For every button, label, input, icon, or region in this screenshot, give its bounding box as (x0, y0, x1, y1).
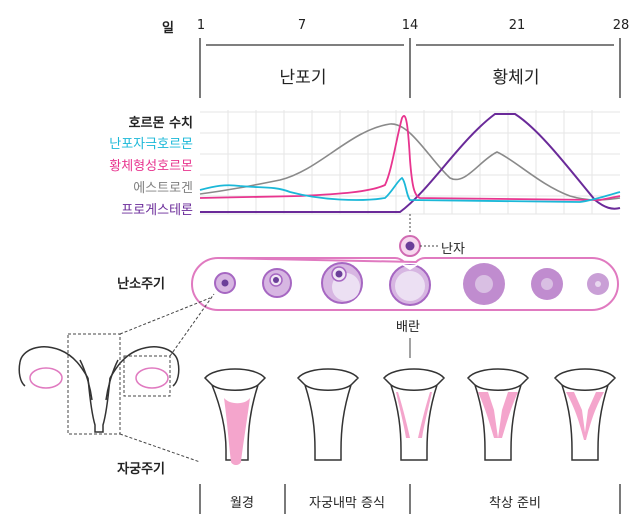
implantation-prep-label: 착상 준비 (489, 496, 541, 511)
uterus-zoom-line-top (119, 297, 211, 335)
uterus-stage-3 (382, 368, 446, 461)
estrogen-legend: 에스트로겐 (133, 181, 193, 196)
day-tick-28: 28 (612, 18, 630, 33)
lh-legend: 황체형성호르몬 (109, 159, 193, 174)
uterus-zoom-box (67, 333, 121, 435)
corpus-luteum-1 (463, 263, 505, 305)
day-tick-1: 1 (196, 18, 206, 33)
uterus-stage-1 (203, 368, 267, 465)
follicle-2 (262, 268, 292, 298)
fsh-legend: 난포자극호르몬 (109, 137, 193, 152)
menstruation-label: 월경 (230, 496, 254, 511)
day-tick-7: 7 (297, 18, 307, 33)
uterine-stages (203, 368, 617, 465)
lh-curve (199, 115, 621, 201)
ruptured-follicle (389, 264, 431, 306)
uterine-phase-dividers (199, 484, 621, 514)
uterus-anatomy-icon (18, 346, 180, 433)
luteal-phase-label: 황체기 (492, 68, 540, 88)
uterus-stage-5 (553, 368, 617, 461)
uterus-stage-2 (296, 368, 360, 461)
ovary-zoom-line (169, 293, 215, 357)
hormone-title: 호르몬 수치 (128, 116, 193, 131)
released-egg (399, 235, 438, 257)
day-tick-14: 14 (401, 18, 419, 33)
fsh-curve (199, 176, 621, 203)
follicle-stages (214, 262, 609, 306)
progesterone-legend: 프로게스테론 (121, 203, 193, 218)
uterine-cycle-label: 자궁주기 (117, 462, 165, 477)
ovulation-label: 배란 (396, 320, 420, 335)
uterus-stage-4 (466, 368, 530, 461)
progesterone-curve (200, 113, 621, 213)
follicular-phase-label: 난포기 (279, 68, 327, 88)
ovary-zoom-box (123, 355, 171, 397)
uterus-zoom-line-bottom (119, 433, 201, 463)
day-axis-unit: 일 (162, 21, 174, 36)
follicle-3 (321, 262, 363, 304)
ovarian-cycle-label: 난소주기 (117, 277, 165, 292)
corpus-luteum-2 (531, 268, 563, 300)
follicle-1 (214, 272, 236, 294)
day-axis (199, 38, 621, 98)
day-tick-21: 21 (508, 18, 526, 33)
proliferation-label: 자궁내막 증식 (309, 496, 385, 511)
egg-label: 난자 (441, 242, 465, 257)
corpus-albicans (587, 273, 609, 295)
ovary-capsule (191, 256, 619, 311)
